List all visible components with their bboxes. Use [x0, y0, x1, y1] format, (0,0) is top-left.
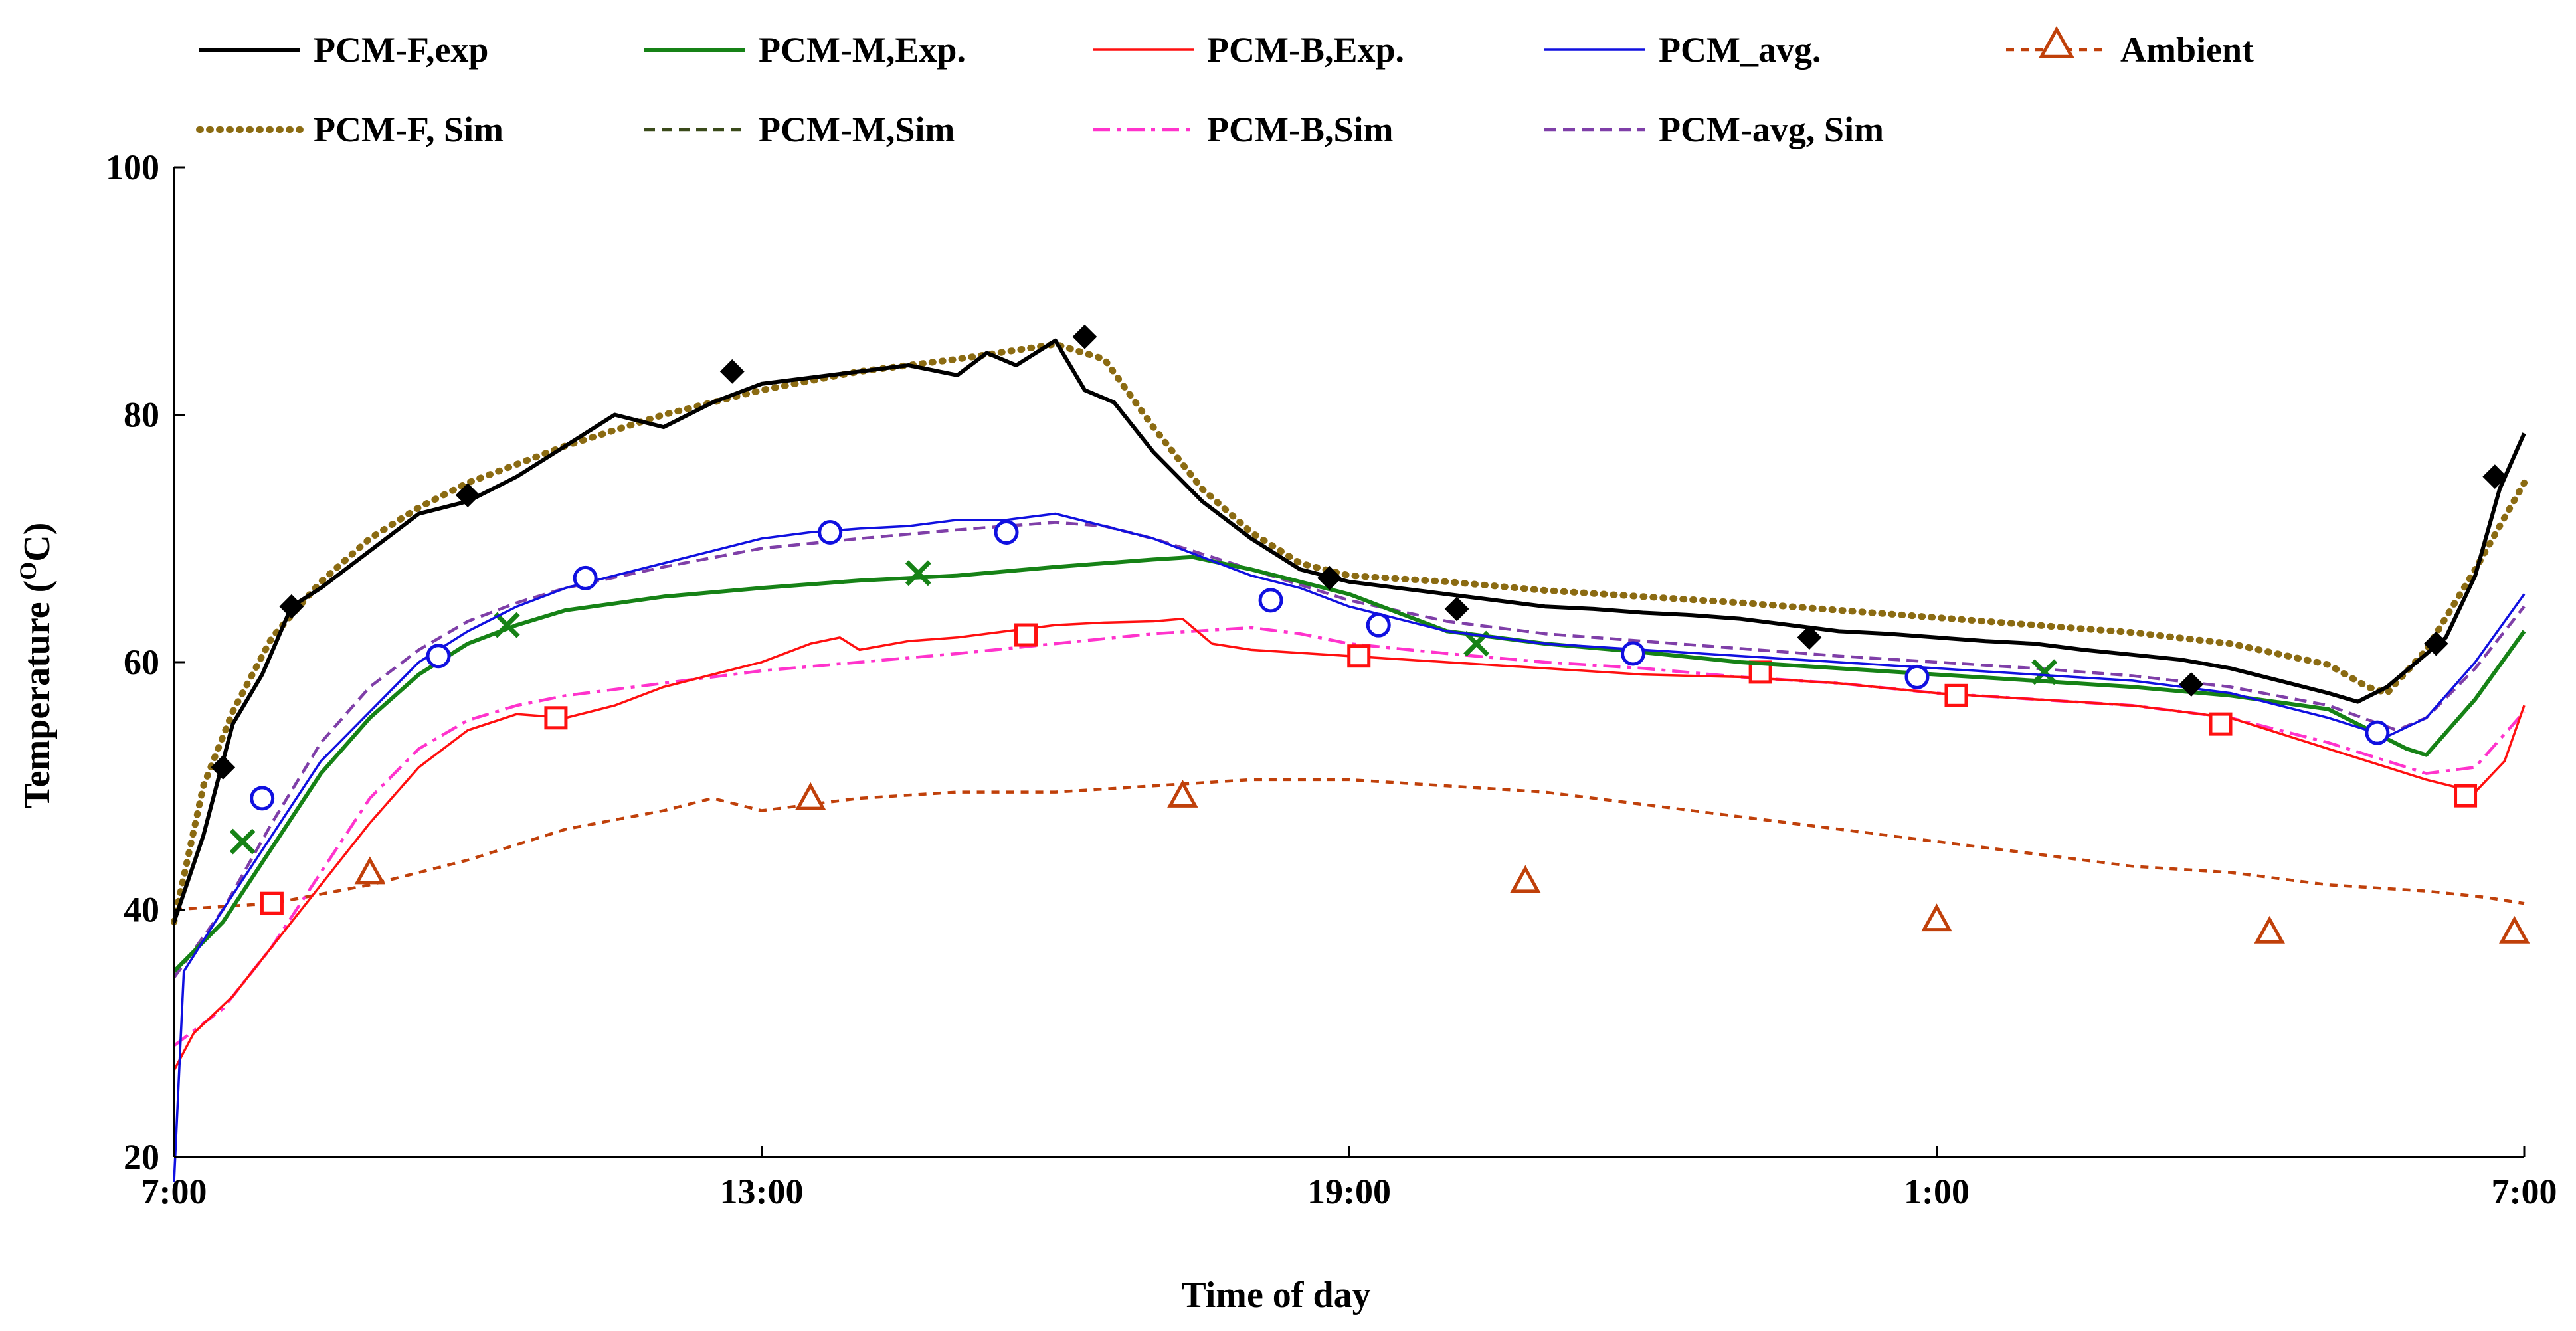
legend-item: PCM-F,exp: [199, 30, 488, 70]
data-point-marker: [2423, 631, 2448, 656]
y-axis-title-degree: O: [15, 562, 41, 580]
series-line: [172, 338, 2526, 923]
series-line: [173, 512, 2526, 1182]
legend-label: PCM-F, Sim: [314, 110, 504, 149]
legend-label: PCM-M,Sim: [759, 110, 955, 149]
series-line: [171, 341, 2528, 926]
data-point-marker: [229, 828, 256, 855]
data-point-marker: [1347, 644, 1371, 668]
series-line: [173, 521, 2526, 979]
data-point-marker: [455, 483, 480, 507]
data-point-marker: [250, 786, 275, 811]
y-axis-title-text: Temperature (: [17, 580, 58, 809]
data-point-marker: [2365, 720, 2390, 745]
y-tick-label: 80: [124, 395, 159, 435]
data-point-marker: [260, 891, 284, 915]
data-point-marker: [354, 856, 386, 885]
legend-item: PCM-F, Sim: [196, 110, 504, 149]
x-tick-label: 7:00: [2492, 1172, 2557, 1211]
data-point-marker: [1258, 588, 1283, 613]
data-point-marker: [994, 519, 1019, 545]
y-tick-label: 100: [106, 147, 159, 187]
data-point-marker: [1921, 903, 1952, 932]
data-point-marker: [1944, 683, 1968, 707]
ticks-layer: 20 40 60 80 100 7:00 13:00 19:00 1:00 7:00: [106, 147, 2557, 1211]
x-tick-label: 13:00: [720, 1172, 804, 1211]
data-point-marker: [2254, 915, 2285, 944]
series-line: [173, 618, 2526, 1071]
series-line: [173, 778, 2525, 911]
data-point-marker: [1510, 865, 1541, 893]
legend-item: PCM-M,Sim: [644, 110, 955, 149]
series-pcm-m-exp-: [172, 555, 2526, 973]
data-point-marker: [2482, 464, 2508, 489]
data-point-marker: [2038, 26, 2075, 58]
data-point-marker: [2499, 915, 2530, 944]
series-pcm-f-exp: [172, 324, 2526, 923]
data-point-marker: [544, 706, 568, 730]
data-point-marker: [2179, 672, 2204, 697]
y-axis-title: Temperature (OC): [15, 523, 58, 809]
data-point-marker: [794, 782, 826, 810]
x-tick-label: 1:00: [1904, 1172, 1970, 1211]
data-point-marker: [1014, 623, 1038, 647]
data-point-marker: [426, 644, 451, 669]
series-line: [173, 555, 2526, 973]
legend-label: PCM-M,Exp.: [759, 30, 966, 70]
y-tick-label: 60: [124, 642, 159, 682]
x-tick-label: 7:00: [141, 1172, 207, 1211]
data-point-marker: [1797, 625, 1822, 650]
legend-item: Ambient: [2006, 26, 2254, 70]
data-point-marker: [905, 560, 931, 586]
data-point-marker: [2031, 659, 2058, 685]
data-point-marker: [1167, 780, 1198, 808]
series-pcm-f-sim: [171, 341, 2528, 926]
data-point-marker: [2454, 784, 2478, 808]
x-axis-title: Time of day: [1181, 1275, 1370, 1316]
data-point-marker: [573, 565, 598, 590]
legend-label: Ambient: [2120, 30, 2254, 70]
data-point-marker: [494, 612, 520, 638]
series-pcm-avg-: [173, 512, 2526, 1182]
legend-label: PCM_avg.: [1659, 30, 1821, 70]
x-tick-label: 19:00: [1307, 1172, 1391, 1211]
data-point-marker: [1444, 596, 1469, 622]
data-point-marker: [1072, 324, 1097, 349]
legend-label: PCM-avg, Sim: [1659, 110, 1884, 149]
data-point-marker: [1366, 612, 1391, 638]
data-point-marker: [1621, 641, 1646, 666]
legend-label: PCM-F,exp: [314, 30, 488, 70]
data-point-marker: [719, 359, 745, 384]
legend: PCM-F,exp PCM-M,Exp. PCM-B,Exp. PCM_avg. Amb…: [196, 26, 2254, 149]
y-axis-title-unit: C): [17, 523, 58, 562]
series-line: [172, 555, 2526, 973]
data-point-marker: [211, 754, 236, 780]
legend-item: PCM-B,Sim: [1093, 110, 1393, 149]
series-layer: [171, 324, 2530, 1182]
legend-label: PCM-B,Exp.: [1207, 30, 1404, 70]
legend-item: PCM-avg, Sim: [1544, 110, 1884, 149]
legend-item: PCM_avg.: [1544, 30, 1821, 70]
series-pcm-avg-sim: [173, 521, 2526, 979]
data-point-marker: [279, 594, 304, 619]
data-point-marker: [1904, 664, 1930, 689]
legend-item: PCM-M,Exp.: [644, 30, 966, 70]
data-point-marker: [2209, 712, 2233, 736]
legend-label: PCM-B,Sim: [1207, 110, 1393, 149]
series-pcm-m-sim: [173, 555, 2526, 973]
data-point-marker: [818, 519, 843, 545]
y-tick-label: 40: [124, 890, 159, 930]
series-ambient: [173, 778, 2530, 944]
legend-item: PCM-B,Exp.: [1093, 30, 1404, 70]
data-point-marker: [1317, 565, 1342, 590]
series-pcm-b-exp-: [173, 618, 2526, 1071]
y-tick-label: 20: [124, 1137, 159, 1177]
